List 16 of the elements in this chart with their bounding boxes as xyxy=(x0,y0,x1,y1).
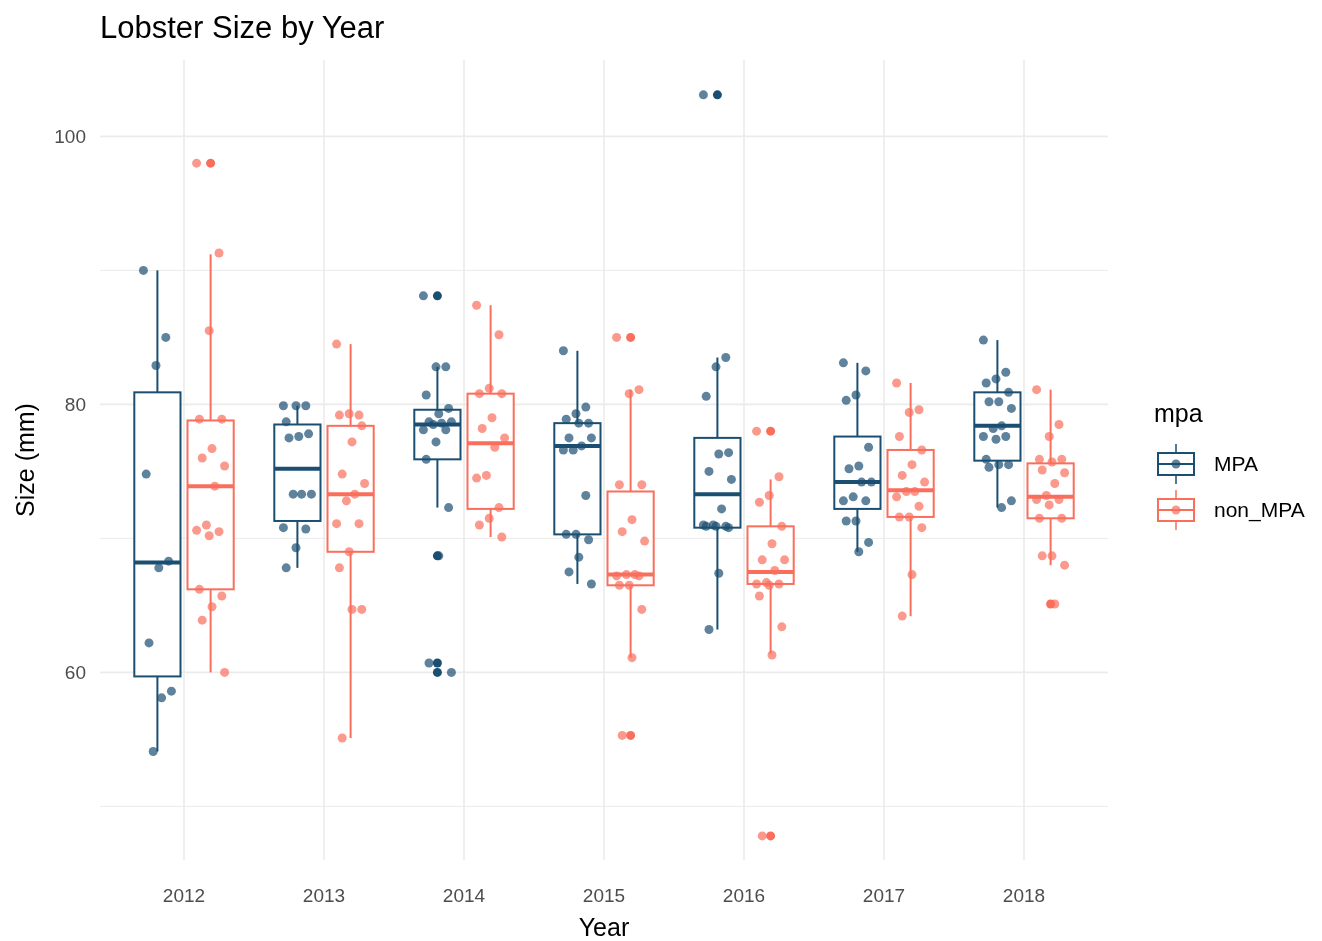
legend-title: mpa xyxy=(1154,399,1203,427)
chart-title: Lobster Size by Year xyxy=(100,10,385,45)
x-tick-label: 2016 xyxy=(722,884,766,906)
x-tick-label: 2017 xyxy=(862,884,906,906)
x-tick-label: 2013 xyxy=(302,884,346,906)
x-tick-label: 2012 xyxy=(162,884,206,906)
x-tick-label: 2014 xyxy=(442,884,486,906)
legend-label: non_MPA xyxy=(1214,498,1305,523)
legend-label: MPA xyxy=(1214,452,1258,476)
x-axis-title: Year xyxy=(578,913,630,941)
y-tick-label: 60 xyxy=(64,662,86,684)
y-tick-label: 80 xyxy=(64,394,86,416)
x-tick-label: 2018 xyxy=(1002,884,1046,906)
y-axis-title: Size (mm) xyxy=(11,403,39,517)
y-tick-label: 100 xyxy=(54,126,86,148)
x-tick-label: 2015 xyxy=(582,884,626,906)
